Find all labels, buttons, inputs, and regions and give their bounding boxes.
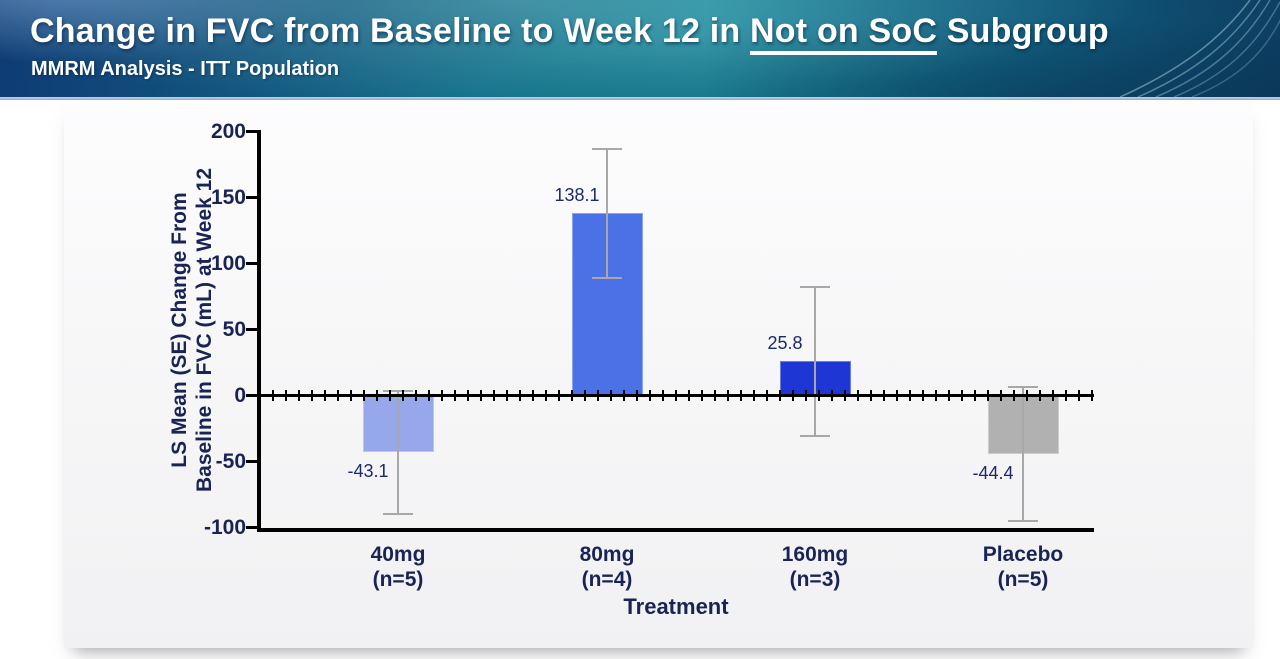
category-label-placebo: Placebo (n=5) [943,542,1103,592]
page-title-suffix: Subgroup [937,12,1109,50]
y-tick-label: 50 [222,317,246,341]
category-n-label: (n=5) [372,568,424,591]
category-label-40mg: 40mg (n=5) [318,542,478,592]
category-n-label: (n=5) [997,568,1049,591]
category-dose-label: 160mg [781,543,849,566]
y-tick-label: 150 [210,185,246,209]
zero-line-minor-ticks [259,390,1094,401]
y-tick-mark [246,394,258,397]
error-bar-cap-top [1008,385,1038,388]
value-label-placebo: -44.4 [972,463,1014,484]
error-bar-cap-bottom [800,435,830,438]
category-dose-label: 40mg [370,543,426,566]
error-bar-cap-bottom [383,512,413,515]
y-axis-line [257,130,261,532]
y-tick-label: 200 [210,119,246,143]
error-bar-cap-top [592,147,622,150]
value-label-40mg: -43.1 [347,461,389,482]
y-tick-mark [246,460,258,463]
y-tick-label: -100 [203,515,246,539]
page-subtitle: MMRM Analysis - ITT Population [31,58,340,80]
header-divider [0,97,1280,100]
y-tick-mark [246,130,258,133]
error-bar-cap-bottom [1008,520,1038,523]
category-n-label: (n=3) [789,568,841,591]
page-title: Change in FVC from Baseline to Week 12 i… [30,12,1270,55]
error-bar-line [1022,386,1024,522]
header-decoration-curves [1119,0,1280,97]
content-panel [64,100,1253,648]
y-tick-mark [246,262,258,265]
y-tick-mark [246,526,258,529]
y-tick-label: -50 [215,449,246,473]
error-bar-cap-top [800,285,830,288]
value-label-80mg: 138.1 [554,185,600,206]
header-banner: Change in FVC from Baseline to Week 12 i… [0,0,1280,97]
y-tick-label: 0 [234,383,246,407]
error-bar-line [397,391,399,514]
value-label-160mg: 25.8 [767,333,803,354]
category-dose-label: Placebo [982,543,1064,566]
page-title-underlined: Not on SoC [750,12,938,55]
error-bar-line [606,148,608,278]
x-axis-line [257,527,1094,532]
error-bar-cap-bottom [592,276,622,279]
category-label-80mg: 80mg (n=4) [527,542,687,592]
y-tick-label: 100 [210,251,246,275]
error-bar-line [814,286,816,437]
page-title-prefix: Change in FVC from Baseline to Week 12 i… [30,12,751,50]
category-label-160mg: 160mg (n=3) [735,542,895,592]
category-dose-label: 80mg [579,543,635,566]
category-n-label: (n=4) [581,568,633,591]
y-tick-mark [246,196,258,199]
y-tick-mark [246,328,258,331]
x-axis-title: Treatment [623,594,729,619]
